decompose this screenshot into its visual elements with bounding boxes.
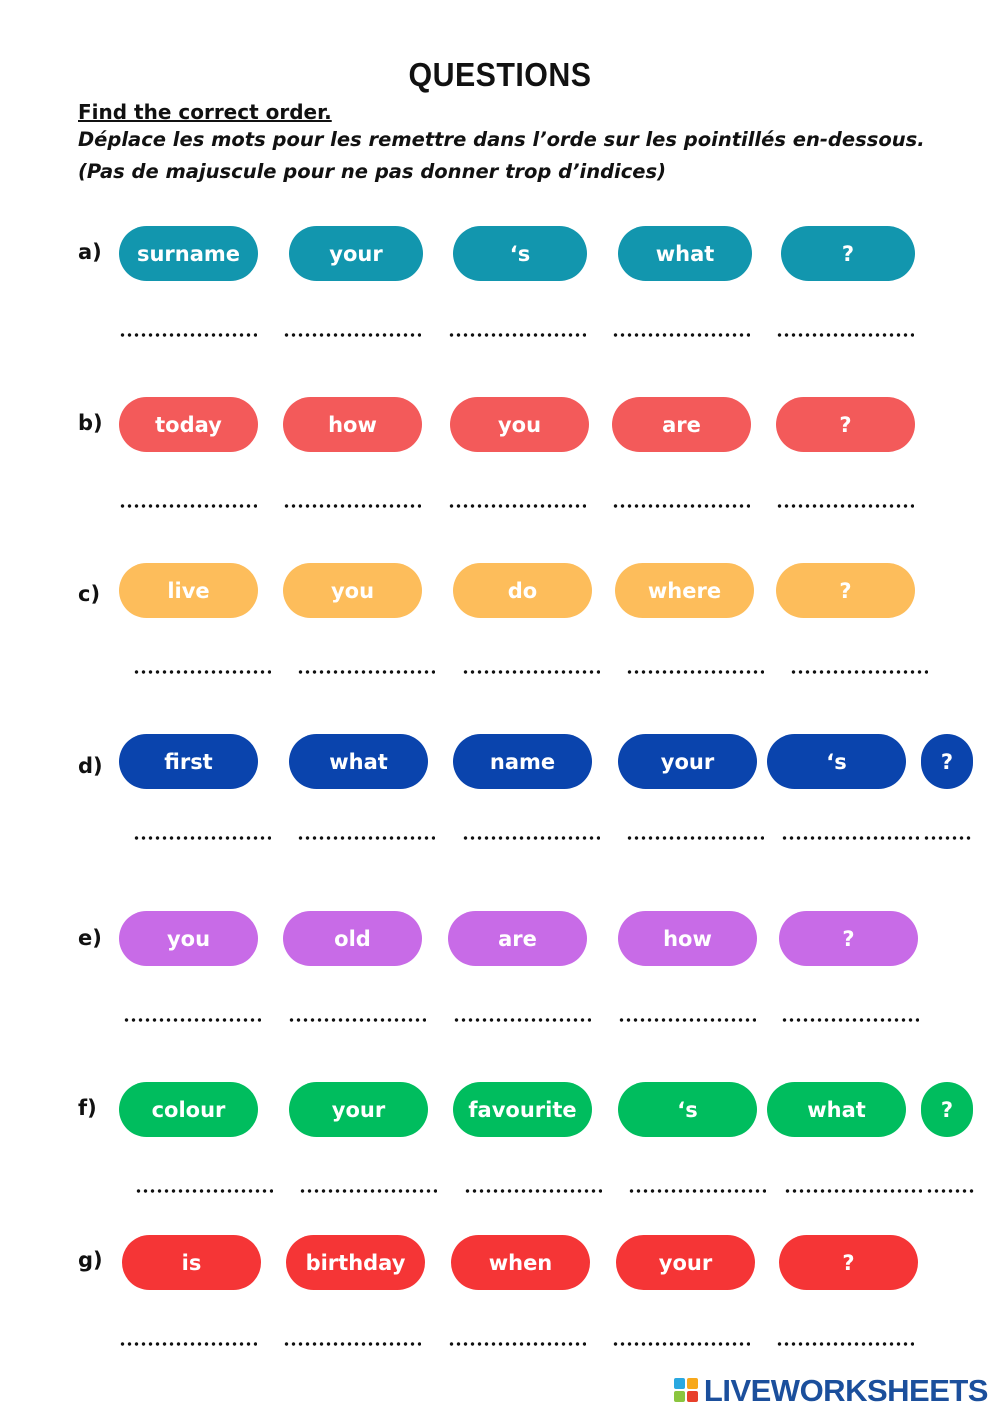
word-chip[interactable]: ? [776, 397, 915, 452]
exercise-label: c) [78, 582, 101, 606]
word-chip[interactable]: are [448, 911, 587, 966]
answer-drop-zone[interactable] [119, 503, 257, 509]
answer-drop-zone[interactable] [776, 332, 914, 338]
word-chip[interactable]: where [615, 563, 754, 618]
answer-drop-zone[interactable] [283, 503, 421, 509]
word-chip[interactable]: favourite [453, 1082, 592, 1137]
word-chip[interactable]: what [618, 226, 752, 281]
word-chip[interactable]: ? [776, 563, 915, 618]
answer-drop-zone[interactable] [612, 503, 750, 509]
word-chip[interactable]: ? [779, 1235, 918, 1290]
exercise-label: d) [78, 754, 103, 778]
brand-logo: LIVEWORKSHEETS [673, 1373, 989, 1408]
answer-drop-zone[interactable] [628, 1188, 766, 1194]
answer-drop-zone[interactable] [288, 1017, 426, 1023]
answer-drop-zone[interactable] [448, 503, 586, 509]
word-chip[interactable]: you [283, 563, 422, 618]
answer-drop-zone[interactable] [784, 1188, 922, 1194]
answer-drop-zone[interactable] [612, 332, 750, 338]
word-chip[interactable]: ‘s [618, 1082, 757, 1137]
word-chip[interactable]: your [618, 734, 757, 789]
word-chip[interactable]: when [451, 1235, 590, 1290]
word-chip[interactable]: is [122, 1235, 261, 1290]
answer-drop-zone[interactable] [776, 1341, 914, 1347]
answer-drop-zone[interactable] [448, 1341, 586, 1347]
word-chip[interactable]: first [119, 734, 258, 789]
answer-drop-zone[interactable] [790, 669, 928, 675]
liveworksheets-icon [673, 1378, 698, 1404]
answer-drop-zone[interactable] [923, 835, 971, 841]
exercise-label: e) [78, 926, 102, 950]
word-chip[interactable]: what [289, 734, 428, 789]
answer-drop-zone[interactable] [119, 332, 257, 338]
page-title: QUESTIONS [408, 56, 592, 93]
word-chip[interactable]: colour [119, 1082, 258, 1137]
answer-drop-zone[interactable] [448, 332, 586, 338]
word-chip[interactable]: ? [781, 226, 915, 281]
instruction-note: (Pas de majuscule pour ne pas donner tro… [78, 160, 667, 183]
answer-drop-zone[interactable] [626, 669, 764, 675]
word-chip[interactable]: ‘s [453, 226, 587, 281]
answer-drop-zone[interactable] [135, 1188, 273, 1194]
answer-drop-zone[interactable] [133, 669, 271, 675]
answer-drop-zone[interactable] [464, 1188, 602, 1194]
word-chip[interactable]: you [119, 911, 258, 966]
word-chip[interactable]: your [289, 1082, 428, 1137]
exercise-label: f) [78, 1096, 97, 1120]
word-chip[interactable]: you [450, 397, 589, 452]
answer-drop-zone[interactable] [926, 1188, 974, 1194]
word-chip[interactable]: ? [779, 911, 918, 966]
answer-drop-zone[interactable] [781, 1017, 919, 1023]
word-chip[interactable]: today [119, 397, 258, 452]
answer-drop-zone[interactable] [283, 332, 421, 338]
word-chip[interactable]: how [618, 911, 757, 966]
word-chip[interactable]: what [767, 1082, 906, 1137]
word-chip[interactable]: do [453, 563, 592, 618]
word-chip[interactable]: ? [921, 734, 973, 789]
word-chip[interactable]: live [119, 563, 258, 618]
word-chip[interactable]: old [283, 911, 422, 966]
word-chip[interactable]: your [289, 226, 423, 281]
word-chip[interactable]: are [612, 397, 751, 452]
word-chip[interactable]: your [616, 1235, 755, 1290]
answer-drop-zone[interactable] [133, 835, 271, 841]
answer-drop-zone[interactable] [123, 1017, 261, 1023]
answer-drop-zone[interactable] [299, 1188, 437, 1194]
word-chip[interactable]: ‘s [767, 734, 906, 789]
answer-drop-zone[interactable] [618, 1017, 756, 1023]
answer-drop-zone[interactable] [453, 1017, 591, 1023]
word-chip[interactable]: name [453, 734, 592, 789]
answer-drop-zone[interactable] [297, 669, 435, 675]
exercise-label: g) [78, 1248, 103, 1272]
answer-drop-zone[interactable] [612, 1341, 750, 1347]
answer-drop-zone[interactable] [283, 1341, 421, 1347]
answer-drop-zone[interactable] [297, 835, 435, 841]
answer-drop-zone[interactable] [781, 835, 919, 841]
exercise-label: a) [78, 240, 102, 264]
exercise-label: b) [78, 411, 103, 435]
answer-drop-zone[interactable] [462, 835, 600, 841]
answer-drop-zone[interactable] [462, 669, 600, 675]
answer-drop-zone[interactable] [626, 835, 764, 841]
word-chip[interactable]: birthday [286, 1235, 425, 1290]
answer-drop-zone[interactable] [119, 1341, 257, 1347]
word-chip[interactable]: how [283, 397, 422, 452]
word-chip[interactable]: ? [921, 1082, 973, 1137]
instruction-french: Déplace les mots pour les remettre dans … [78, 128, 925, 151]
brand-name: LIVEWORKSHEETS [703, 1373, 989, 1408]
word-chip[interactable]: surname [119, 226, 258, 281]
answer-drop-zone[interactable] [776, 503, 914, 509]
instruction-heading: Find the correct order. [78, 100, 332, 124]
